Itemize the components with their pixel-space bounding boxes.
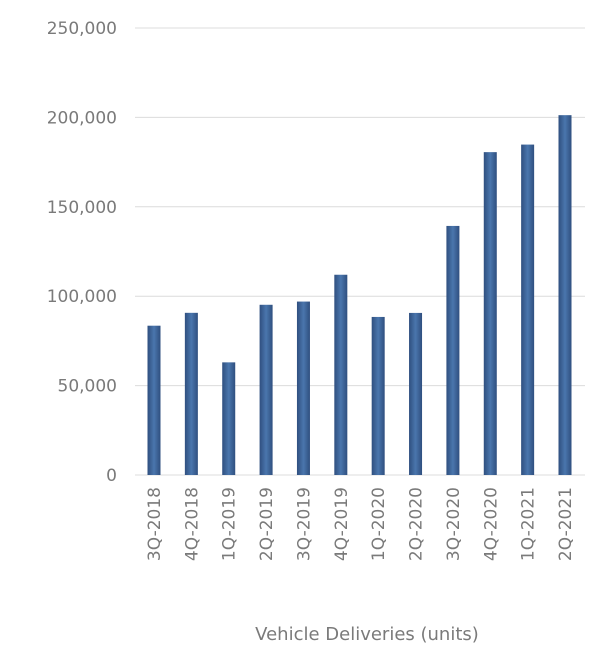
- x-tick-label: 1Q-2021: [519, 487, 539, 561]
- x-tick-label: 4Q-2020: [481, 487, 501, 561]
- bar-1Q-2020: [371, 316, 385, 475]
- y-tick-label: 200,000: [47, 108, 117, 128]
- bar-4Q-2019: [334, 274, 348, 475]
- y-tick-label: 250,000: [47, 19, 117, 39]
- bar-2Q-2019: [259, 304, 273, 475]
- x-tick-label: 4Q-2019: [332, 487, 352, 561]
- bar-1Q-2019: [222, 362, 236, 475]
- bars: [147, 115, 572, 475]
- x-tick-label: 2Q-2020: [407, 487, 427, 561]
- x-axis-ticks: 3Q-2018 4Q-2018 1Q-2019 2Q-2019 3Q-2019 4Q-20…: [145, 487, 576, 561]
- bar-2Q-2021: [558, 115, 572, 475]
- x-tick-label: 2Q-2019: [257, 487, 277, 561]
- y-tick-label: 0: [106, 466, 117, 486]
- y-tick-label: 150,000: [47, 198, 117, 218]
- y-axis-ticks: 0 50,000 100,000 150,000 200,000 250,000: [47, 19, 117, 486]
- x-tick-label: 1Q-2019: [220, 487, 240, 561]
- bar-3Q-2020: [446, 225, 460, 475]
- y-tick-label: 100,000: [47, 287, 117, 307]
- bar-2Q-2020: [409, 312, 423, 475]
- x-tick-label: 3Q-2019: [294, 487, 314, 561]
- x-tick-label: 3Q-2018: [145, 487, 165, 561]
- x-axis-title: Vehicle Deliveries (units): [255, 624, 479, 645]
- x-tick-label: 2Q-2021: [556, 487, 576, 561]
- gridlines: [135, 27, 585, 476]
- bar-4Q-2018: [184, 312, 198, 475]
- x-tick-label: 4Q-2018: [182, 487, 202, 561]
- bar-1Q-2021: [521, 144, 535, 475]
- x-tick-label: 1Q-2020: [369, 487, 389, 561]
- bar-4Q-2020: [483, 152, 497, 475]
- bar-3Q-2019: [296, 301, 310, 475]
- x-tick-label: 3Q-2020: [444, 487, 464, 561]
- bar-3Q-2018: [147, 325, 161, 475]
- y-tick-label: 50,000: [58, 377, 117, 397]
